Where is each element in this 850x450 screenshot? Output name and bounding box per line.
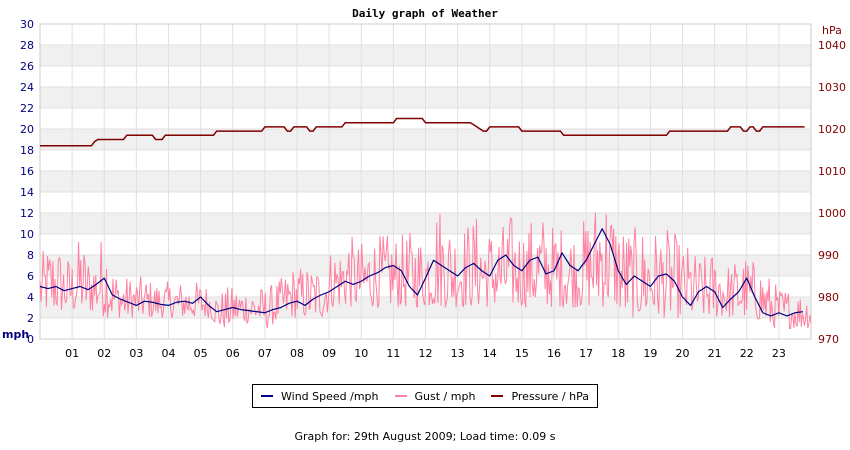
x-tick-label: 23 bbox=[772, 347, 786, 360]
left-tick-label: 22 bbox=[20, 102, 34, 115]
legend-label-pressure: Pressure / hPa bbox=[511, 389, 589, 403]
x-tick-label: 09 bbox=[322, 347, 336, 360]
x-tick-label: 08 bbox=[290, 347, 304, 360]
legend-swatch-gust bbox=[394, 395, 407, 397]
legend-swatch-wind bbox=[261, 395, 273, 397]
x-tick-label: 01 bbox=[65, 347, 79, 360]
x-tick-label: 19 bbox=[643, 347, 657, 360]
left-tick-label: 26 bbox=[20, 60, 34, 73]
right-tick-label: 990 bbox=[818, 249, 839, 262]
left-tick-label: 14 bbox=[20, 186, 34, 199]
x-tick-label: 16 bbox=[547, 347, 561, 360]
x-tick-label: 03 bbox=[129, 347, 143, 360]
right-tick-label: 1020 bbox=[818, 123, 846, 136]
left-axis-unit: mph bbox=[2, 328, 29, 341]
right-tick-label: 1010 bbox=[818, 165, 846, 178]
left-tick-label: 4 bbox=[27, 291, 34, 304]
x-tick-label: 22 bbox=[740, 347, 754, 360]
x-tick-label: 20 bbox=[676, 347, 690, 360]
left-tick-label: 28 bbox=[20, 39, 34, 52]
legend-label-wind: Wind Speed /mph bbox=[281, 389, 379, 403]
right-tick-label: 980 bbox=[818, 291, 839, 304]
left-tick-label: 6 bbox=[27, 270, 34, 283]
x-tick-label: 13 bbox=[451, 347, 465, 360]
x-tick-label: 07 bbox=[258, 347, 272, 360]
legend-item-gust: Gust / mph bbox=[394, 389, 476, 403]
right-tick-label: 1000 bbox=[818, 207, 846, 220]
wind-speed-series bbox=[39, 228, 804, 317]
legend-item-wind: Wind Speed /mph bbox=[261, 390, 379, 403]
chart-title: Daily graph of Weather bbox=[352, 7, 498, 20]
left-tick-label: 0 bbox=[27, 333, 34, 346]
right-tick-label: 1030 bbox=[818, 81, 846, 94]
right-axis-unit: hPa bbox=[822, 24, 842, 37]
x-tick-label: 17 bbox=[579, 347, 593, 360]
x-tick-label: 05 bbox=[194, 347, 208, 360]
left-tick-label: 8 bbox=[27, 249, 34, 262]
gust-line bbox=[39, 212, 812, 330]
left-tick-label: 20 bbox=[20, 123, 34, 136]
footer-status: Graph for: 29th August 2009; Load time: … bbox=[294, 430, 556, 443]
vertical-gridlines bbox=[71, 24, 780, 339]
x-tick-label: 14 bbox=[483, 347, 497, 360]
x-tick-label: 10 bbox=[354, 347, 368, 360]
x-tick-label: 04 bbox=[162, 347, 176, 360]
x-axis-ticks: 01 02 03 04 05 06 07 08 09 10 11 12 13 14 15 16 17 18 19 20… bbox=[65, 347, 786, 360]
right-tick-label: 970 bbox=[818, 333, 839, 346]
pressure-line bbox=[40, 117, 805, 147]
wind-speed-line bbox=[39, 228, 804, 317]
left-tick-label: 30 bbox=[20, 18, 34, 31]
right-axis-ticks: 970 980 990 1000 1010 1020 1030 1040 bbox=[818, 39, 846, 346]
left-tick-label: 24 bbox=[20, 81, 34, 94]
legend-item-pressure: Pressure / hPa bbox=[491, 390, 589, 403]
x-tick-label: 06 bbox=[226, 347, 240, 360]
chart-legend: Wind Speed /mph Gust / mph Pressure / hP… bbox=[252, 384, 598, 408]
left-tick-label: 12 bbox=[20, 207, 34, 220]
left-tick-label: 18 bbox=[20, 144, 34, 157]
left-tick-label: 16 bbox=[20, 165, 34, 178]
legend-swatch-pressure bbox=[491, 395, 504, 397]
pressure-series bbox=[40, 117, 805, 147]
x-tick-label: 11 bbox=[386, 347, 400, 360]
left-tick-label: 2 bbox=[27, 312, 34, 325]
left-tick-label: 10 bbox=[20, 228, 34, 241]
gust-series bbox=[39, 212, 812, 330]
right-tick-label: 1040 bbox=[818, 39, 846, 52]
x-tick-label: 12 bbox=[419, 347, 433, 360]
legend-label-gust: Gust / mph bbox=[414, 389, 476, 403]
x-tick-label: 02 bbox=[97, 347, 111, 360]
x-tick-label: 21 bbox=[708, 347, 722, 360]
x-tick-label: 18 bbox=[611, 347, 625, 360]
plot-frame bbox=[39, 23, 812, 340]
x-tick-label: 15 bbox=[515, 347, 529, 360]
